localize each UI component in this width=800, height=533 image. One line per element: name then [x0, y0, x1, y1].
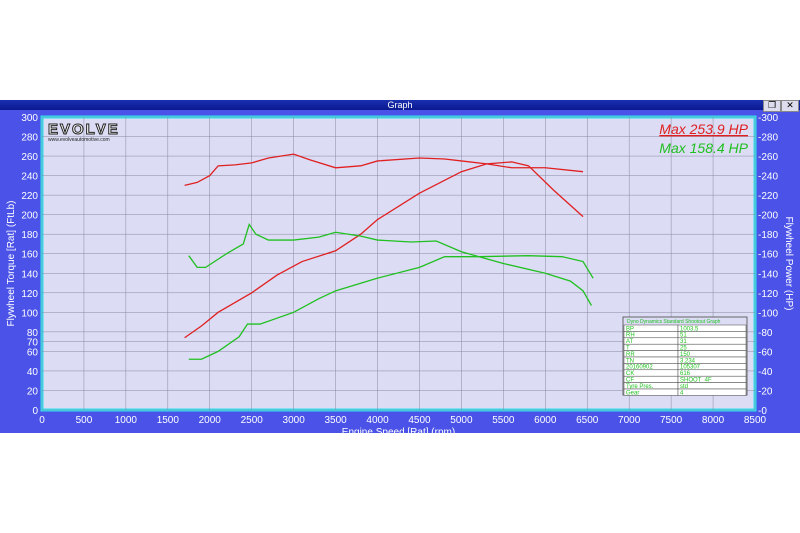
info-value: 105307	[680, 365, 701, 371]
info-value: 3.234	[680, 358, 696, 364]
y2-tick-label: -280	[758, 133, 778, 144]
info-value: 25	[680, 346, 687, 352]
info-key: T	[626, 346, 630, 352]
series-line-4	[188, 255, 594, 360]
max-red-label: Max 253.9 HP	[659, 121, 748, 137]
y-tick-label: 60	[27, 347, 39, 358]
info-key: CF	[626, 378, 634, 384]
info-cell	[677, 337, 747, 345]
restore-icon[interactable]: ❐	[763, 100, 781, 112]
x-tick-label: 2500	[241, 415, 264, 426]
x-tick-label: 5000	[450, 415, 473, 426]
x-tick-label: 1000	[115, 415, 138, 426]
info-value: 31	[680, 339, 687, 345]
max-green-label: Max 158.4 HP	[659, 140, 748, 156]
info-key: TN	[626, 358, 634, 364]
info-key: AT	[626, 339, 634, 345]
info-cell	[677, 331, 747, 339]
close-icon[interactable]: ✕	[781, 100, 799, 112]
x-tick-label: 500	[76, 415, 93, 426]
info-cell	[677, 343, 747, 351]
info-table-title: Dyno Dynamics Standard Shootout Graph	[627, 319, 721, 325]
y2-tick-label: -0	[758, 406, 767, 417]
info-value: 616	[680, 371, 691, 377]
y-tick-label: 20	[27, 386, 39, 397]
y2-axis-label: Flywheel Power (HP)	[783, 217, 794, 311]
y2-tick-label: -180	[758, 230, 778, 241]
info-value: SHOOT_4F	[680, 378, 712, 384]
x-tick-label: 7000	[618, 415, 641, 426]
y-tick-label: 100	[21, 308, 38, 319]
y-tick-label: 0	[32, 406, 38, 417]
info-cell	[677, 382, 747, 390]
y-tick-label: 160	[21, 250, 38, 261]
x-tick-label: 6500	[576, 415, 599, 426]
y2-tick-label: -80	[758, 328, 773, 339]
y2-tick-label: -20	[758, 386, 773, 397]
x-axis-label: Engine Speed [Rat] (rpm)	[342, 427, 455, 438]
x-tick-label: 3500	[324, 415, 347, 426]
x-tick-label: 1500	[157, 415, 180, 426]
info-key: RH	[626, 333, 635, 339]
info-value: 51	[680, 333, 687, 339]
info-value: 1003.5	[680, 326, 699, 332]
info-key: RR	[626, 352, 635, 358]
y2-tick-label: -300	[758, 113, 778, 124]
y-axis-label: Flywheel Torque [Rat] (FtLb)	[6, 201, 17, 327]
info-value: 150	[680, 352, 691, 358]
y-tick-label: 180	[21, 230, 38, 241]
info-value: std	[680, 384, 688, 390]
y-tick-label: 200	[21, 211, 38, 222]
info-cell	[623, 343, 679, 351]
x-tick-label: 7500	[660, 415, 683, 426]
y2-tick-label: -260	[758, 152, 778, 163]
x-tick-label: 8500	[744, 415, 767, 426]
y-tick-label: 80	[27, 328, 39, 339]
x-tick-label: 3000	[283, 415, 306, 426]
y-tick-label: 120	[21, 289, 38, 300]
info-key: Gear	[626, 390, 639, 396]
y-tick-label: 260	[21, 152, 38, 163]
logo: EVOLVE	[48, 121, 120, 138]
y2-tick-label: -200	[758, 211, 778, 222]
series-line-2	[184, 161, 584, 339]
window-title: Graph	[387, 100, 413, 110]
y-tick-label: 300	[21, 113, 38, 124]
y2-tick-label: -40	[758, 367, 773, 378]
info-cell	[677, 388, 747, 396]
y2-tick-label: -120	[758, 289, 778, 300]
x-tick-label: 5500	[492, 415, 515, 426]
x-tick-label: 2000	[199, 415, 222, 426]
y-tick-label: 240	[21, 172, 38, 183]
y-tick-label: 220	[21, 191, 38, 202]
info-key: CK	[626, 371, 634, 377]
x-tick-label: 8000	[702, 415, 725, 426]
y-tick-label: 70	[27, 338, 39, 349]
x-tick-label: 4000	[366, 415, 389, 426]
y2-tick-label: -240	[758, 172, 778, 183]
y2-tick-label: -100	[758, 308, 778, 319]
y2-tick-label: -60	[758, 347, 773, 358]
info-key: 20160902	[626, 365, 653, 371]
x-tick-label: 0	[39, 415, 45, 426]
y-tick-label: 140	[21, 269, 38, 280]
x-tick-label: 4500	[408, 415, 431, 426]
logo-url: www.evolveautomotive.com	[48, 137, 110, 143]
info-key: BP	[626, 326, 634, 332]
title-bar: Graph	[0, 100, 800, 110]
x-tick-label: 6000	[534, 415, 557, 426]
series-line-3	[188, 222, 592, 306]
y-tick-label: 40	[27, 367, 39, 378]
y2-tick-label: -160	[758, 250, 778, 261]
y2-tick-label: -220	[758, 191, 778, 202]
info-key: Tyre Pres.	[626, 384, 654, 390]
y2-tick-label: -140	[758, 269, 778, 280]
y-tick-label: 280	[21, 133, 38, 144]
info-value: 4	[680, 390, 684, 396]
